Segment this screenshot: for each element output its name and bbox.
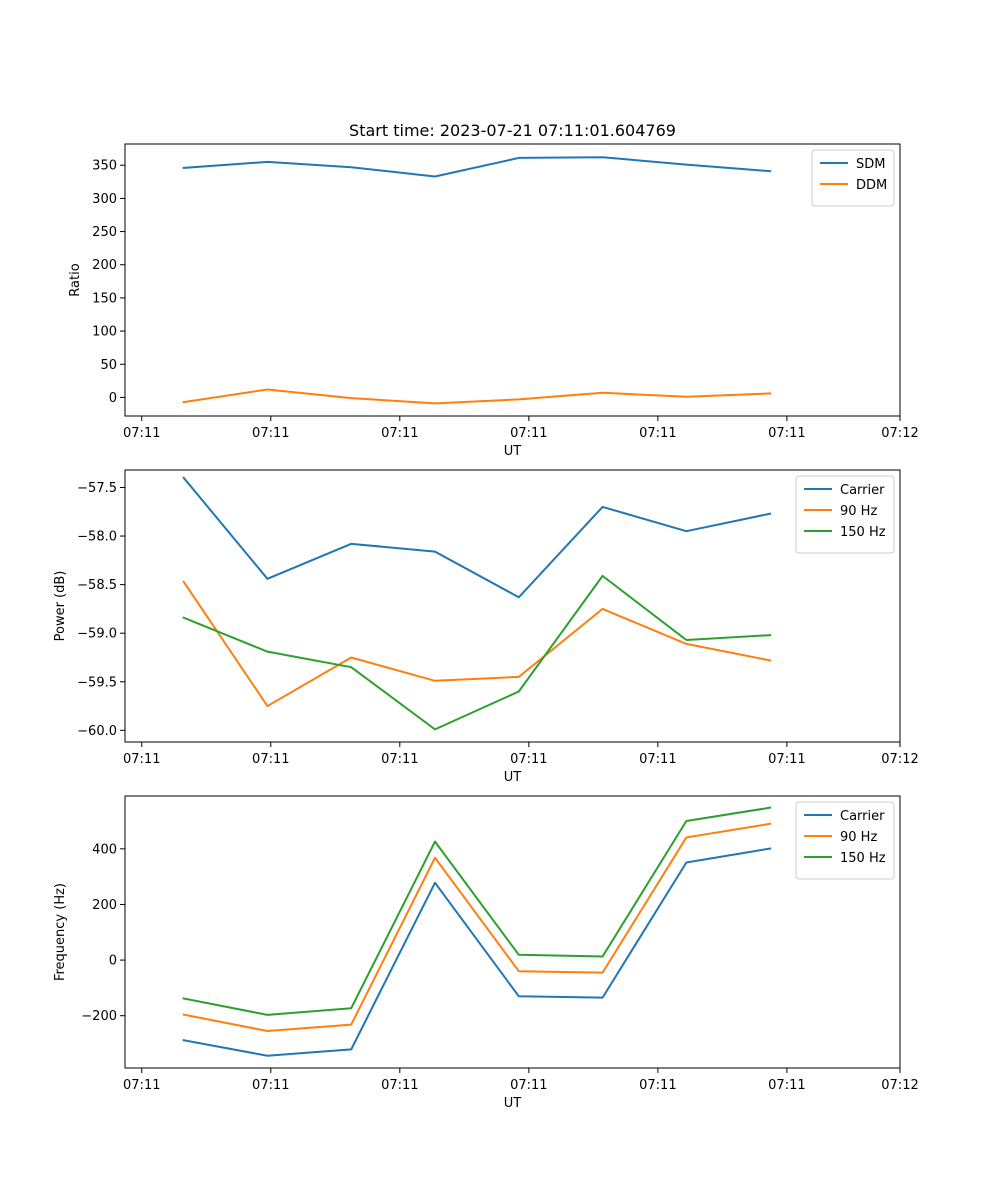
- y-tick-label: 100: [92, 325, 117, 340]
- ratio-panel: 07:11 07:11 07:11 07:11 07:11 07:11 07:12 0 50 10…: [68, 143, 919, 459]
- frequency-axes-frame: [124, 795, 901, 1069]
- series-line-90-hz: [182, 822, 772, 1033]
- series-line-carrier: [182, 847, 772, 1057]
- x-tick-label: 07:12: [881, 752, 918, 767]
- legend-label: Carrier: [840, 483, 885, 498]
- series-line-ddm: [182, 388, 772, 405]
- legend-label: 90 Hz: [840, 830, 877, 845]
- legend-label: 150 Hz: [840, 525, 886, 540]
- y-tick-label: −59.0: [77, 627, 117, 642]
- y-tick-label: −60.0: [77, 724, 117, 739]
- x-tick-label: 07:11: [510, 426, 547, 441]
- legend-label: 150 Hz: [840, 851, 886, 866]
- x-tick-label: 07:11: [639, 752, 676, 767]
- x-tick-label: 07:11: [381, 752, 418, 767]
- y-tick-label: 300: [92, 192, 117, 207]
- x-axis-label: UT: [504, 444, 522, 459]
- series-line-150-hz: [182, 806, 772, 1016]
- ratio-legend: SDM DDM: [811, 149, 895, 207]
- legend-label: Carrier: [840, 809, 885, 824]
- ratio-axes-frame: [124, 143, 901, 417]
- x-tick-label: 07:11: [252, 752, 289, 767]
- x-tick-label: 07:11: [510, 752, 547, 767]
- frequency-panel: 07:11 07:11 07:11 07:11 07:11 07:11 07:12 −200 0…: [53, 795, 919, 1111]
- x-tick-label: 07:11: [639, 1078, 676, 1093]
- x-axis-label: UT: [504, 770, 522, 785]
- ratio-plot-area: [125, 144, 900, 416]
- power-legend: Carrier 90 Hz 150 Hz: [795, 475, 895, 554]
- x-tick-label: 07:11: [252, 426, 289, 441]
- x-tick-label: 07:11: [768, 752, 805, 767]
- x-axis-label: UT: [504, 1096, 522, 1111]
- x-tick-label: 07:11: [123, 426, 160, 441]
- y-tick-label: 200: [92, 258, 117, 273]
- x-tick-label: 07:11: [768, 426, 805, 441]
- y-axis-label: Power (dB): [53, 571, 68, 642]
- y-axis-label: Frequency (Hz): [53, 883, 68, 981]
- legend-label: DDM: [856, 178, 887, 193]
- x-tick-label: 07:11: [381, 1078, 418, 1093]
- series-line-carrier: [182, 476, 772, 599]
- y-tick-label: −58.5: [77, 578, 117, 593]
- x-tick-label: 07:11: [510, 1078, 547, 1093]
- x-tick-label: 07:12: [881, 1078, 918, 1093]
- x-tick-label: 07:11: [639, 426, 676, 441]
- series-line-90-hz: [182, 580, 772, 708]
- power-plot-area: [125, 470, 900, 742]
- series-line-150-hz: [182, 574, 772, 731]
- y-tick-label: −59.5: [77, 675, 117, 690]
- y-tick-label: 400: [92, 842, 117, 857]
- power-axes-frame: [124, 469, 901, 743]
- x-tick-label: 07:11: [123, 1078, 160, 1093]
- legend-box: [795, 801, 895, 880]
- legend-box: [795, 475, 895, 554]
- y-tick-label: 0: [109, 954, 117, 969]
- x-tick-label: 07:11: [381, 426, 418, 441]
- series-line-sdm: [182, 156, 772, 178]
- legend-label: 90 Hz: [840, 504, 877, 519]
- y-tick-label: −200: [81, 1009, 117, 1024]
- y-tick-label: 350: [92, 159, 117, 174]
- frequency-legend: Carrier 90 Hz 150 Hz: [795, 801, 895, 880]
- x-tick-label: 07:12: [881, 426, 918, 441]
- y-tick-label: 250: [92, 225, 117, 240]
- y-axis-label: Ratio: [68, 263, 83, 296]
- y-tick-label: −58.0: [77, 530, 117, 545]
- y-tick-label: 0: [109, 391, 117, 406]
- y-tick-label: 50: [100, 358, 117, 373]
- x-tick-label: 07:11: [123, 752, 160, 767]
- y-tick-label: −57.5: [77, 481, 117, 496]
- figure-title: Start time: 2023-07-21 07:11:01.604769: [349, 121, 676, 140]
- y-tick-label: 200: [92, 898, 117, 913]
- y-tick-label: 150: [92, 291, 117, 306]
- x-tick-label: 07:11: [768, 1078, 805, 1093]
- frequency-plot-area: [125, 796, 900, 1068]
- x-tick-label: 07:11: [252, 1078, 289, 1093]
- legend-label: SDM: [856, 157, 885, 172]
- power-panel: 07:11 07:11 07:11 07:11 07:11 07:11 07:12 −60.0…: [53, 469, 919, 785]
